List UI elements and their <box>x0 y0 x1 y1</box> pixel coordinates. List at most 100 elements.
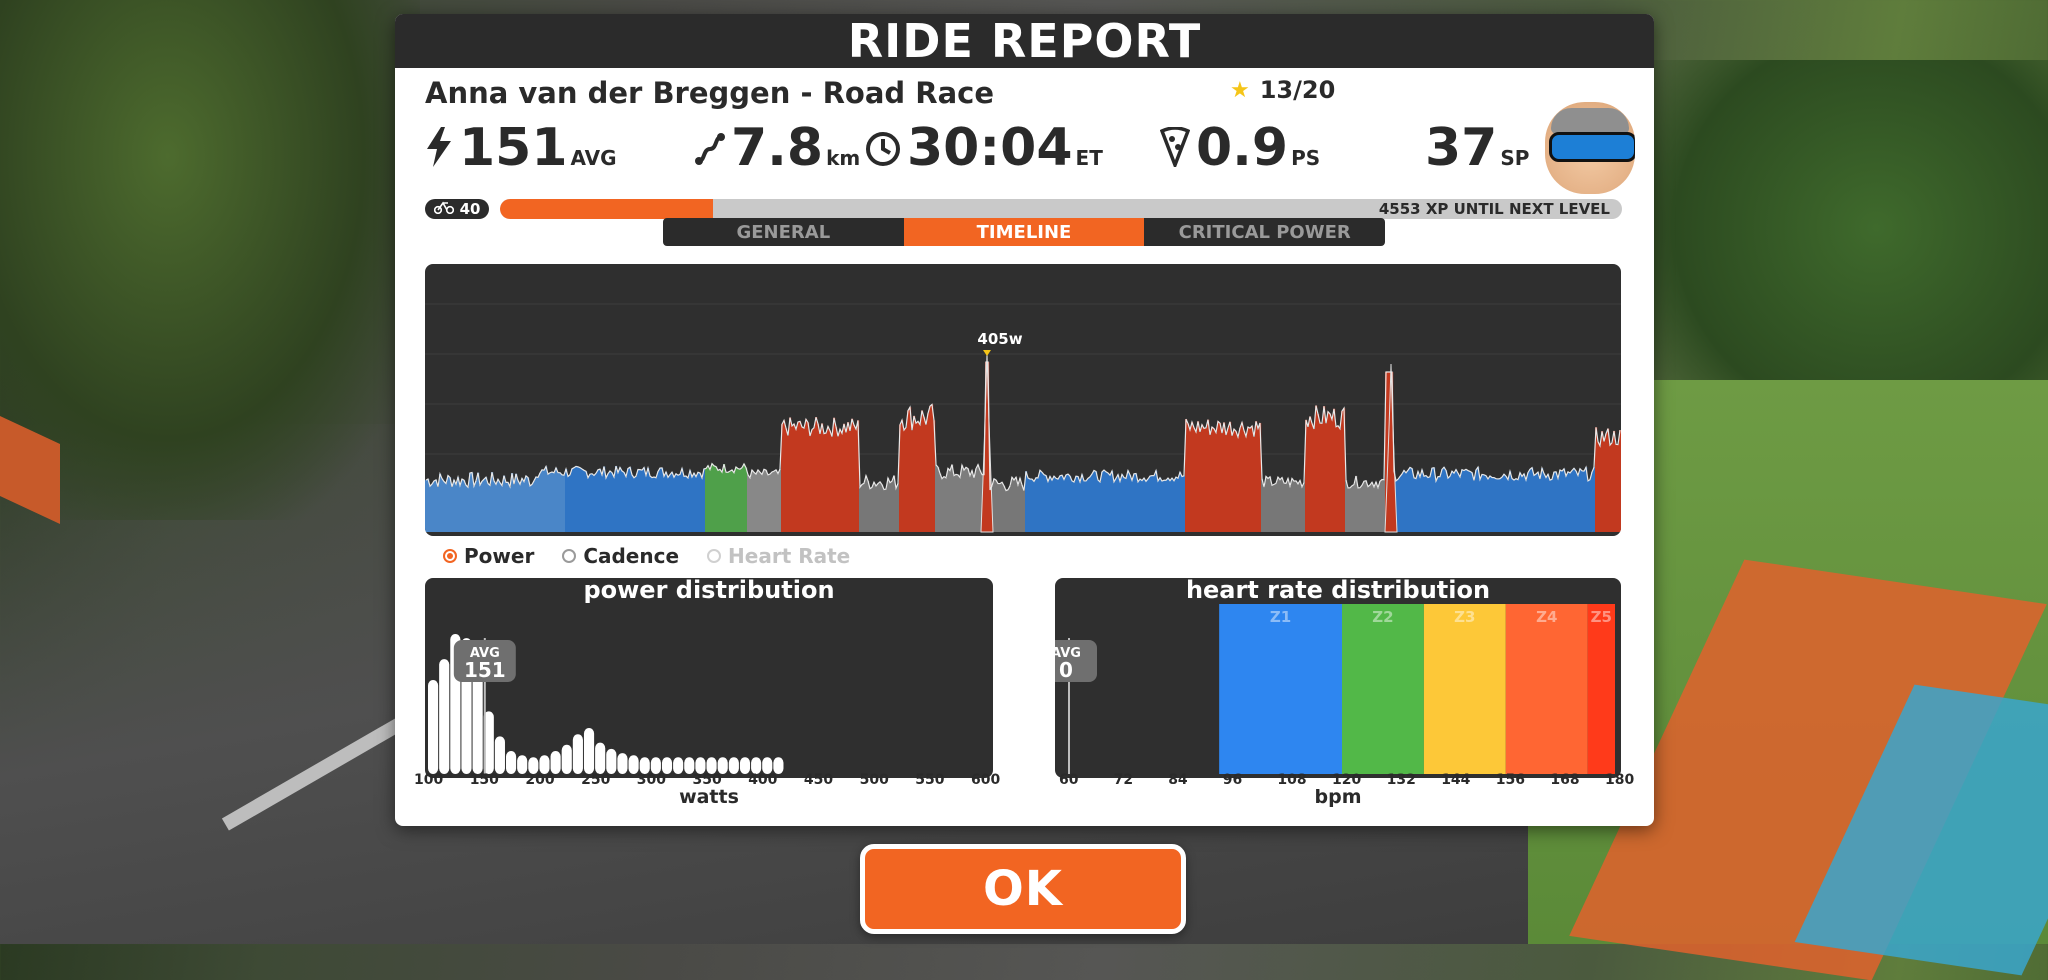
heart-rate-avg-value: 0 <box>1059 658 1073 682</box>
ride-name: Anna van der Breggen - Road Race <box>425 76 995 110</box>
tab-critical-power[interactable]: CRITICAL POWER <box>1178 221 1351 243</box>
timeline-bar <box>1047 481 1050 532</box>
radio-power[interactable]: Power <box>443 544 534 568</box>
timeline-bar <box>995 480 998 532</box>
timeline-bar <box>657 471 660 532</box>
timeline-bar <box>1367 486 1370 532</box>
tab-timeline[interactable]: TIMELINE <box>903 218 1145 246</box>
timeline-bar <box>1227 427 1230 532</box>
timeline-bar <box>745 467 748 532</box>
timeline-bar <box>431 484 434 532</box>
stat-sweat-points: 37 SP <box>1425 122 1529 174</box>
timeline-bar <box>499 482 502 532</box>
timeline-bar <box>1023 490 1026 532</box>
timeline-bar <box>703 468 706 532</box>
timeline-bar <box>1321 423 1324 532</box>
timeline-bar <box>1187 423 1190 532</box>
radio-cadence-label: Cadence <box>583 544 680 568</box>
timeline-bar <box>483 479 486 532</box>
timeline-bar <box>843 423 846 532</box>
timeline-bar <box>813 427 816 532</box>
timeline-bar <box>865 475 868 532</box>
timeline-bar <box>1543 473 1546 532</box>
ok-button[interactable]: OK <box>860 844 1186 934</box>
timeline-bar <box>855 429 858 532</box>
timeline-bar <box>1533 475 1536 532</box>
timeline-bar <box>669 474 672 532</box>
timeline-bar <box>517 480 520 532</box>
stat-distance: 7.8 km <box>695 122 860 174</box>
timeline-bar <box>1265 476 1268 532</box>
timeline-bar <box>1067 474 1070 532</box>
radio-cadence[interactable]: Cadence <box>562 544 679 568</box>
heart-rate-zone-label: Z2 <box>1372 608 1393 626</box>
timeline-bar <box>1341 411 1344 532</box>
timeline-bar <box>777 473 780 532</box>
power-distribution-bar <box>639 757 650 774</box>
avatar-goggles <box>1549 132 1635 162</box>
timeline-bar <box>549 472 552 532</box>
timeline-bar <box>571 468 574 532</box>
timeline-bar <box>1523 473 1526 532</box>
heart-rate-tick-label: 120 <box>1332 772 1362 788</box>
timeline-bar <box>459 485 462 532</box>
timeline-bar <box>1267 478 1270 532</box>
timeline-bar <box>883 489 886 532</box>
timeline-bar <box>489 485 492 532</box>
power-axis-ticks: 100 150 200 250 300 350 400 450 500 550 600 <box>414 772 1000 792</box>
timeline-bar <box>1475 469 1478 532</box>
timeline-bar <box>701 477 704 532</box>
power-tick-label: 300 <box>636 772 667 788</box>
timeline-bar <box>841 433 844 532</box>
timeline-bar <box>1277 477 1280 532</box>
timeline-bar <box>1221 432 1224 532</box>
timeline-bar <box>1185 419 1188 532</box>
timeline-bar <box>717 470 720 532</box>
timeline-bar <box>1137 481 1140 532</box>
timeline-bar <box>1039 470 1042 532</box>
power-distribution-bar <box>695 757 706 774</box>
timeline-bar <box>1015 477 1018 532</box>
bike-icon <box>433 200 454 218</box>
timeline-bar <box>691 476 694 532</box>
timeline-bar <box>933 420 936 532</box>
timeline-bar <box>1153 475 1156 532</box>
timeline-bar <box>1213 428 1216 532</box>
tab-general[interactable]: GENERAL <box>736 221 831 243</box>
timeline-bar <box>1203 428 1206 532</box>
timeline-bar <box>769 474 772 532</box>
timeline-bar <box>481 481 484 532</box>
timeline-bar <box>1107 472 1110 532</box>
power-distribution-bar <box>550 751 561 774</box>
timeline-bar <box>809 435 812 532</box>
timeline-bar <box>1491 477 1494 532</box>
timeline-bar <box>1009 485 1012 532</box>
timeline-bar <box>757 469 760 532</box>
timeline-bar <box>1083 480 1086 532</box>
timeline-bar <box>1271 485 1274 532</box>
timeline-bar <box>1465 469 1468 532</box>
heart-rate-tick-label: 72 <box>1113 772 1134 788</box>
timeline-bar <box>1269 476 1272 532</box>
timeline-bar <box>1537 472 1540 532</box>
timeline-bar <box>1445 470 1448 532</box>
timeline-bar <box>1013 479 1016 532</box>
timeline-bar <box>1419 476 1422 532</box>
timeline-bar <box>881 484 884 532</box>
timeline-bar <box>527 477 530 532</box>
power-distribution-bar <box>762 757 773 774</box>
timeline-bar <box>537 477 540 532</box>
timeline-bar <box>453 480 456 532</box>
timeline-bar <box>1505 476 1508 532</box>
timeline-bar <box>519 484 522 532</box>
timeline-bar <box>1115 478 1118 532</box>
timeline-bar <box>1605 433 1608 532</box>
power-tick-label: 400 <box>748 772 778 788</box>
timeline-bar <box>1549 480 1552 532</box>
timeline-bar <box>1485 475 1488 532</box>
power-distribution-bar <box>572 734 583 774</box>
timeline-bar <box>547 474 550 532</box>
timeline-bar <box>439 473 442 532</box>
timeline-bar <box>487 483 490 532</box>
timeline-bar <box>1481 474 1484 532</box>
